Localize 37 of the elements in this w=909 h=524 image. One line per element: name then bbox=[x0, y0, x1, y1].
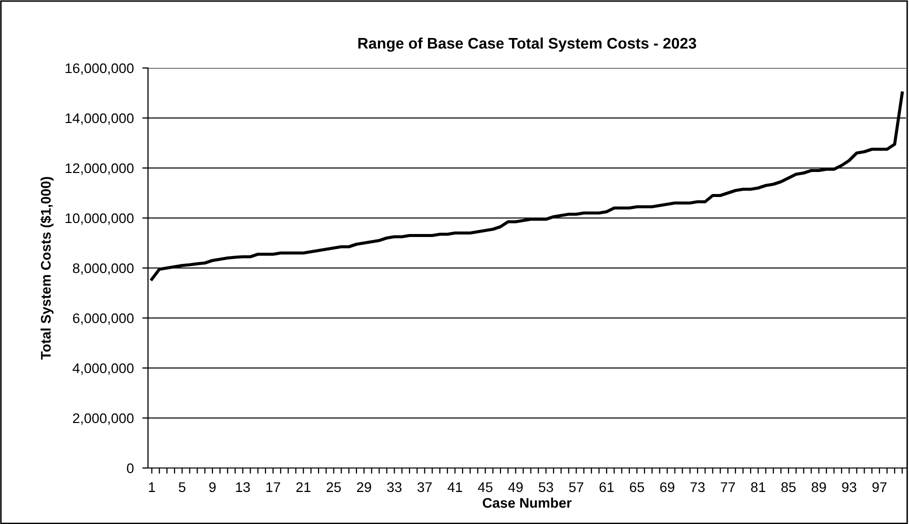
x-tick-label: 13 bbox=[236, 482, 250, 492]
x-tick-label: 61 bbox=[600, 482, 614, 492]
y-tick-label: 4,000,000 bbox=[72, 363, 134, 375]
x-tick-label: 57 bbox=[569, 482, 584, 492]
x-tick-label: 93 bbox=[842, 482, 856, 492]
y-tick-label: 8,000,000 bbox=[72, 263, 134, 275]
y-tick-label: 10,000,000 bbox=[66, 213, 134, 225]
x-tick-label: 9 bbox=[209, 482, 216, 492]
x-tick-label: 89 bbox=[812, 482, 826, 492]
x-tick-label: 73 bbox=[690, 482, 705, 492]
x-tick-label: 77 bbox=[720, 482, 735, 492]
y-tick-label: 6,000,000 bbox=[73, 313, 134, 325]
x-axis-title: Case Number bbox=[482, 498, 572, 508]
x-tick-label: 69 bbox=[660, 482, 674, 492]
x-tick-label: 25 bbox=[326, 482, 341, 492]
x-tick-label: 17 bbox=[266, 482, 280, 492]
y-tick-label: 16,000,000 bbox=[66, 63, 134, 75]
y-tick-label: 0 bbox=[126, 463, 134, 474]
x-tick-label: 49 bbox=[508, 482, 523, 492]
x-tick-label: 5 bbox=[178, 482, 186, 492]
x-tick-label: 65 bbox=[630, 482, 644, 492]
x-tick-label: 41 bbox=[448, 482, 462, 492]
x-tick-label: 33 bbox=[387, 482, 402, 492]
y-tick-label: 12,000,000 bbox=[66, 163, 134, 175]
x-tick-label: 37 bbox=[417, 482, 432, 492]
x-tick-label: 1 bbox=[148, 482, 155, 492]
y-axis-title: Total System Costs ($1,000) bbox=[40, 176, 54, 360]
x-tick-label: 29 bbox=[357, 482, 372, 492]
y-tick-label: 14,000,000 bbox=[66, 113, 134, 125]
x-tick-label: 45 bbox=[478, 482, 492, 492]
x-tick-label: 21 bbox=[296, 482, 310, 492]
x-tick-label: 97 bbox=[872, 482, 886, 492]
x-tick-label: 81 bbox=[751, 482, 766, 492]
x-tick-label: 53 bbox=[538, 482, 554, 492]
x-tick-label: 85 bbox=[781, 482, 796, 492]
chart-title: Range of Base Case Total System Costs - 2023 bbox=[358, 37, 696, 52]
y-tick-label: 2,000,000 bbox=[73, 413, 134, 425]
